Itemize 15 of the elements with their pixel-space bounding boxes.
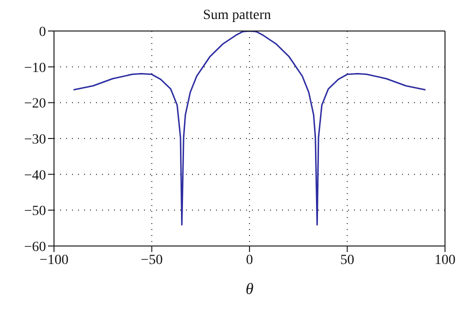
x-tick-label: −50	[140, 252, 163, 268]
x-tick-label: 0	[246, 252, 253, 268]
y-tick-label: −40	[24, 168, 46, 184]
y-tick-label: −20	[24, 96, 46, 112]
x-tick-label: 100	[434, 252, 456, 268]
chart-title: Sum pattern	[202, 8, 272, 25]
y-tick-label: −50	[24, 204, 46, 220]
y-tick-label: −60	[24, 240, 46, 255]
y-tick-label: −30	[24, 132, 46, 148]
x-axis-title: θ	[246, 281, 254, 298]
x-tick-label: 50	[340, 252, 354, 268]
y-tick-label: 0	[39, 24, 46, 40]
line-series	[72, 31, 426, 226]
x-tick-label: −100	[40, 252, 68, 268]
y-tick-label: −10	[24, 60, 46, 76]
